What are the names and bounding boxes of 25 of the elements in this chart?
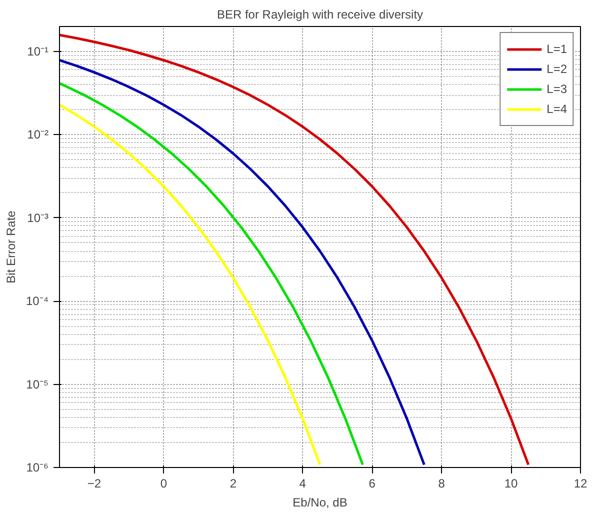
x-tick-label: 10: [504, 476, 518, 490]
x-tick-label: 8: [438, 476, 446, 490]
line-series: [60, 82, 364, 466]
y-tick-label: 10⁻¹: [27, 44, 49, 59]
y-tick-label: 10⁻⁶: [26, 460, 49, 474]
x-tick-label: 6: [368, 476, 376, 490]
y-tick-label: 10⁻³: [27, 210, 49, 225]
y-axis-title: Bit Error Rate: [4, 210, 18, 284]
legend-label: L=2: [546, 62, 567, 76]
y-tick-label: 10⁻⁵: [26, 377, 49, 392]
line-series: [60, 104, 322, 466]
line-series: [60, 58, 426, 466]
x-axis-title: Eb/No, dB: [292, 496, 348, 510]
y-tick-label: 10⁻⁴: [26, 294, 49, 308]
y-tick-label: 10⁻²: [27, 128, 49, 142]
legend-label: L=4: [546, 102, 567, 116]
chart-title: BER for Rayleigh with receive diversity: [216, 8, 424, 22]
x-tick-label: 4: [299, 476, 306, 490]
x-tick-label: 12: [574, 476, 588, 490]
x-tick-label: 0: [160, 476, 168, 490]
x-tick-label: −2: [87, 476, 102, 490]
x-tick-label: 2: [230, 476, 237, 490]
legend-label: L=3: [546, 82, 567, 96]
line-series: [60, 34, 530, 466]
legend-label: L=1: [546, 42, 567, 56]
